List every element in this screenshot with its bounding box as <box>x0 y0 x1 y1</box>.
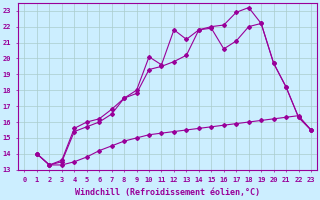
X-axis label: Windchill (Refroidissement éolien,°C): Windchill (Refroidissement éolien,°C) <box>75 188 260 197</box>
